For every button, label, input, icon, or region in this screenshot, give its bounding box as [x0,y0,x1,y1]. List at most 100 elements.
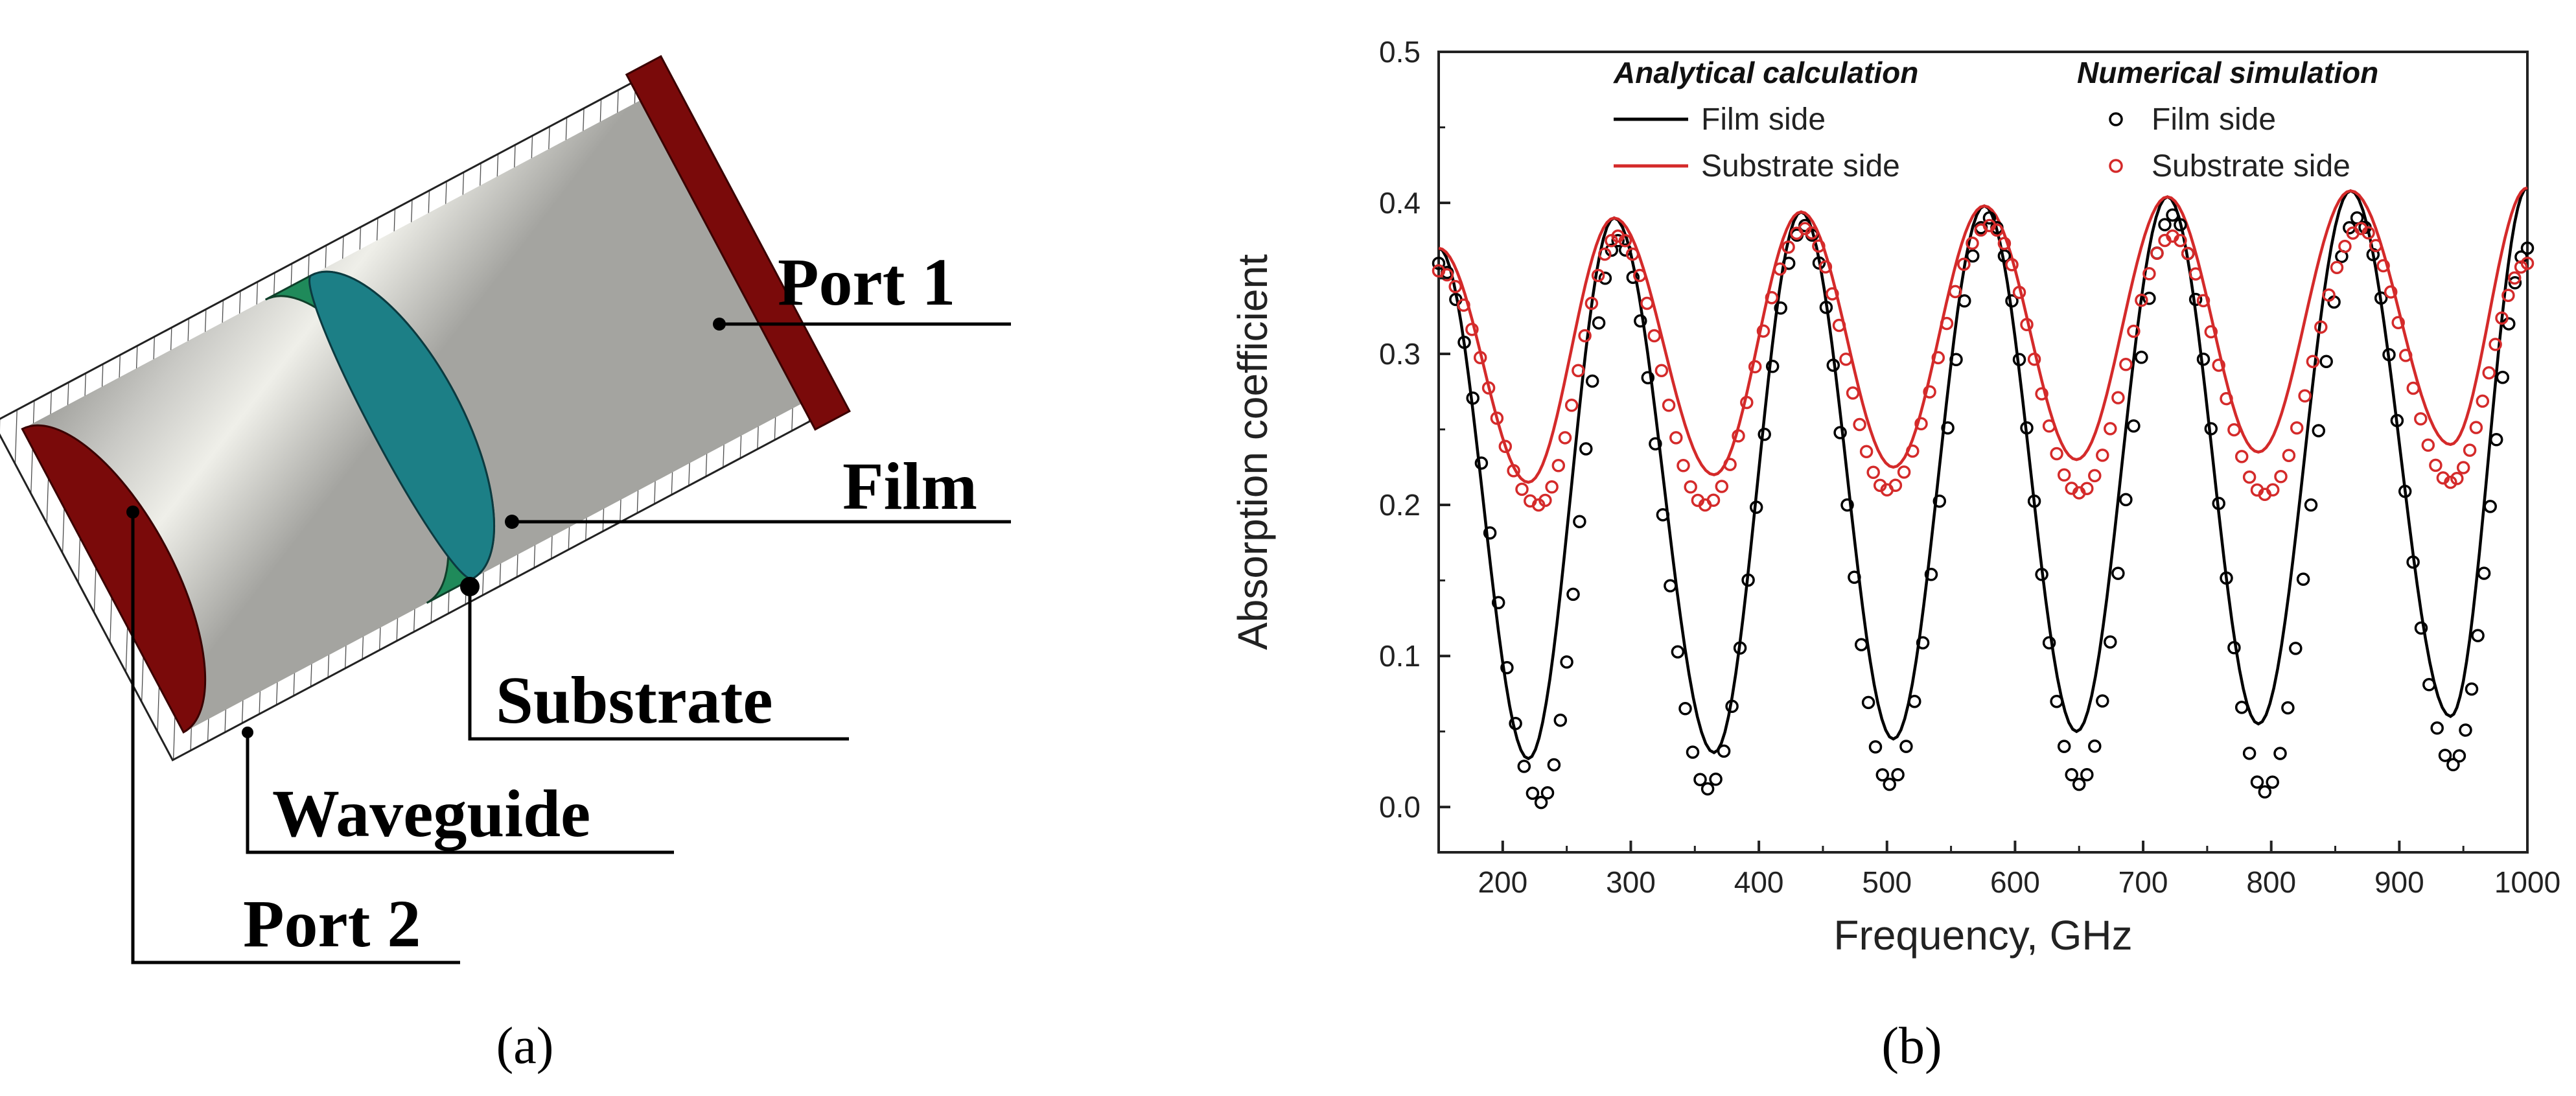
port2-label: Port 2 [243,887,421,961]
series-point [2289,642,2303,655]
series-point [2096,449,2109,462]
series-point [2330,261,2344,274]
series-point [1686,745,1700,759]
series-point [2369,239,2383,253]
series-point [1509,717,1522,730]
series-point [1465,322,1479,336]
absorption-chart: 200 300 400 500 600 700 800 900 1000 0.0 0.1 0.2 0.3… [1229,35,2560,1075]
x-axis-label: Frequency, GHz [1833,912,2132,959]
series-point [1931,351,1945,365]
series-point [2476,394,2490,408]
series-point [1457,335,1471,349]
series-point [1805,226,1819,240]
series-point [1756,324,1770,338]
series-point [2296,572,2310,586]
x-tick-label: 700 [2118,865,2168,899]
series-point [2242,470,2257,484]
legend-swatch-substrate-marker [2109,159,2123,173]
port2-face [21,424,207,734]
series-point [1853,417,1866,432]
series-point [1598,247,1612,261]
series-point [2035,387,2048,401]
series-point [1545,480,1559,494]
film-label: Film [842,449,977,524]
series-point [1490,411,1504,425]
series-point [1649,437,1662,450]
series-point [2463,443,2477,457]
series-point [1584,296,1599,310]
series-point [2469,421,2483,434]
series-point [1773,262,1787,276]
series-point [2005,294,2019,308]
series-point [2119,358,2133,371]
series-point [1572,364,1585,377]
series-point [1957,257,1971,271]
series-point [2188,292,2203,307]
series-point [1914,417,1928,431]
series-point [1923,385,1936,399]
series-point [1578,329,1592,343]
series-3 [1432,218,2535,512]
series-point [1664,579,1677,592]
y-tick-label: 0.5 [1379,35,1421,69]
series-point [2111,391,2125,404]
series-point [1591,268,1605,283]
series-point [2174,233,2187,248]
series-point [2489,338,2502,351]
series-point [1662,399,1676,412]
series-point [2020,421,2034,435]
series-point [1573,515,1586,528]
series-point [2127,324,2141,338]
series-point [2391,316,2405,329]
plot-area-frame [1437,51,2529,854]
series-point [1732,429,1745,443]
series-point [1868,740,1883,754]
series-point [2088,469,2102,483]
x-tick-label: 400 [1734,865,1784,899]
substrate-dot [460,577,480,596]
series-point [2088,740,2102,753]
series-point [2042,419,2056,433]
series-point [2430,721,2444,735]
series-point [1592,316,1606,330]
series-point [2495,311,2509,325]
series-point [2111,566,2125,580]
series-point [1949,353,1963,367]
series-point [1440,268,1454,282]
series-point [2227,641,2241,655]
series-point [1818,260,1833,274]
series-point [2508,276,2522,290]
series-point [2220,571,2233,585]
series-point [1633,268,1647,283]
series-point [1474,456,1489,470]
series-point [2452,749,2466,763]
series-line [1438,186,2528,484]
series-point [1723,458,1737,471]
series-point [1861,695,1875,710]
series-point [2421,438,2435,452]
series-point [2065,768,2078,782]
x-tick-label: 200 [1478,865,1527,899]
series-point [2384,285,2398,299]
series-point [2057,740,2071,753]
series-point [1774,301,1787,315]
series-point [1740,395,1754,410]
series-point [1941,421,1955,435]
y-tick-label: 0.4 [1379,186,1421,220]
series-point [1966,237,1979,250]
series-point [1906,444,1920,458]
series-point [2507,271,2522,285]
series-point [1749,500,1763,514]
series-point [2306,355,2320,368]
series-point [2444,475,2457,489]
series-point [2314,320,2328,334]
series-point [1669,431,1683,445]
waveguide-leader [246,732,674,854]
series-point [1840,498,1854,512]
series-point [1491,596,1505,610]
series-point [2406,555,2420,569]
series-point [2181,246,2195,261]
series-point [1812,239,1826,253]
series-point [2414,621,2428,635]
series-point [2072,777,2086,791]
